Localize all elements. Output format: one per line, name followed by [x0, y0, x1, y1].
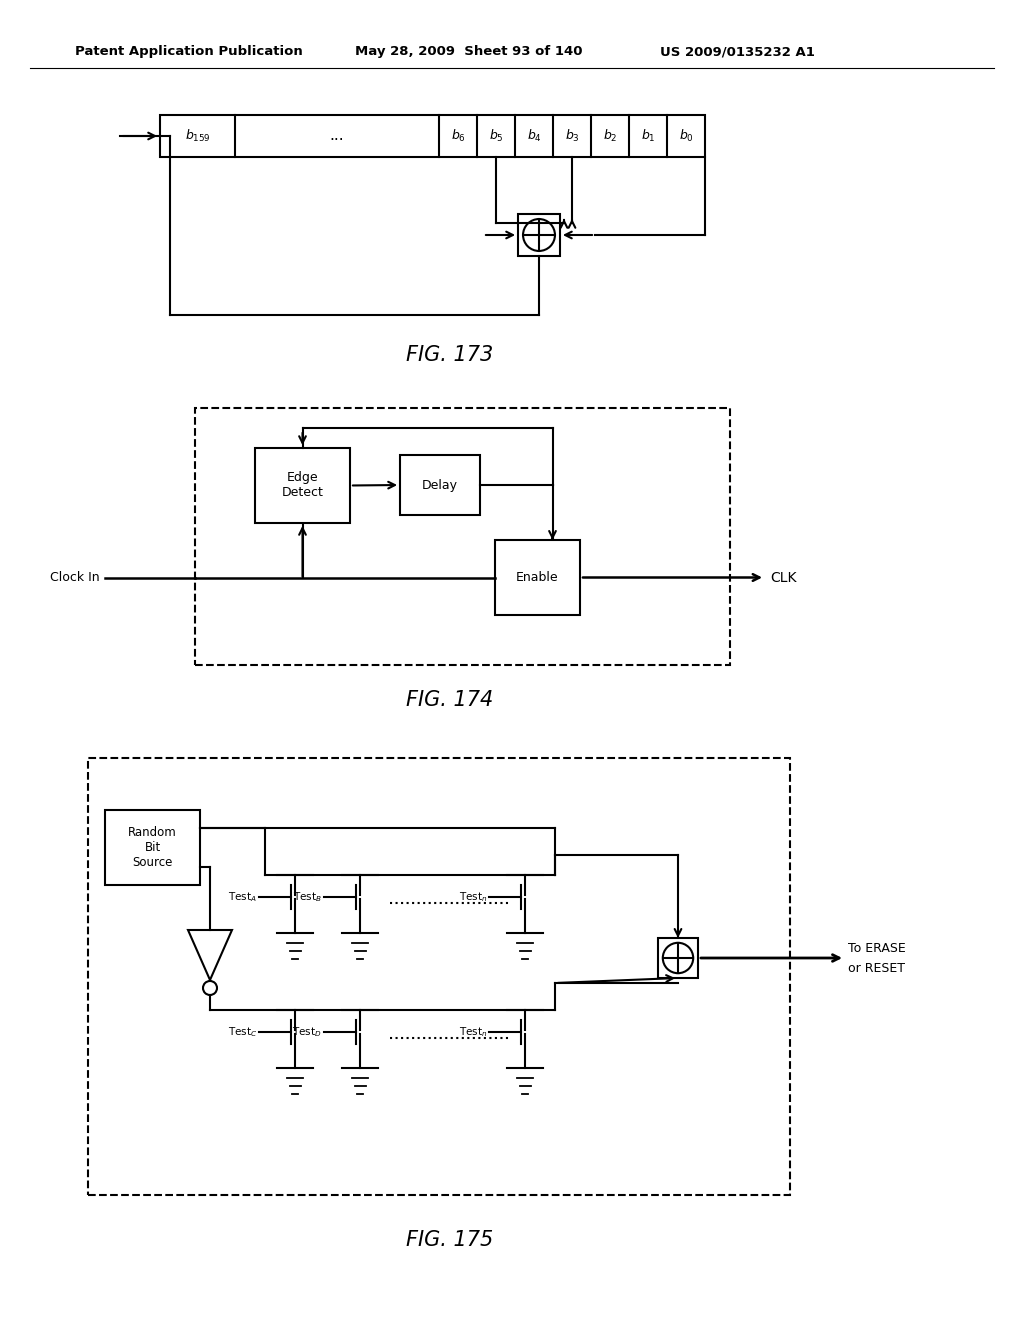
Text: Test$_{D}$: Test$_{D}$: [293, 1026, 322, 1039]
Bar: [88, 758, 790, 1195]
Text: Clock In: Clock In: [50, 572, 100, 583]
Text: $b_3$: $b_3$: [564, 128, 580, 144]
Polygon shape: [188, 931, 232, 979]
Text: Patent Application Publication: Patent Application Publication: [75, 45, 303, 58]
Text: $b_{159}$: $b_{159}$: [184, 128, 210, 144]
Text: FIG. 175: FIG. 175: [407, 1230, 494, 1250]
Text: Test$_{n}$: Test$_{n}$: [459, 1026, 487, 1039]
Bar: [658, 939, 698, 978]
Bar: [400, 455, 480, 515]
Text: $b_5$: $b_5$: [488, 128, 504, 144]
Circle shape: [663, 942, 693, 973]
Text: $b_4$: $b_4$: [526, 128, 542, 144]
Bar: [495, 540, 580, 615]
Text: Delay: Delay: [422, 479, 458, 491]
Circle shape: [523, 219, 555, 251]
Text: $b_0$: $b_0$: [679, 128, 693, 144]
Text: Edge
Detect: Edge Detect: [282, 471, 324, 499]
Text: Test$_{B}$: Test$_{B}$: [293, 890, 322, 904]
Text: Test$_{A}$: Test$_{A}$: [228, 890, 257, 904]
Circle shape: [203, 981, 217, 995]
Bar: [518, 214, 560, 256]
Text: Test$_{n}$: Test$_{n}$: [459, 890, 487, 904]
Text: Random
Bit
Source: Random Bit Source: [128, 826, 177, 869]
Bar: [255, 447, 350, 523]
Text: Test$_{C}$: Test$_{C}$: [227, 1026, 257, 1039]
Text: To ERASE: To ERASE: [848, 941, 906, 954]
Text: US 2009/0135232 A1: US 2009/0135232 A1: [660, 45, 815, 58]
Text: ...: ...: [330, 128, 344, 144]
Text: $b_6$: $b_6$: [451, 128, 466, 144]
Text: FIG. 174: FIG. 174: [407, 690, 494, 710]
Bar: [160, 115, 705, 157]
Text: Enable: Enable: [516, 572, 559, 583]
Bar: [195, 408, 730, 665]
Text: May 28, 2009  Sheet 93 of 140: May 28, 2009 Sheet 93 of 140: [355, 45, 583, 58]
Bar: [105, 810, 200, 884]
Text: FIG. 173: FIG. 173: [407, 345, 494, 366]
Text: $b_2$: $b_2$: [603, 128, 617, 144]
Text: or RESET: or RESET: [848, 961, 905, 974]
Text: CLK: CLK: [770, 570, 797, 585]
Text: $b_1$: $b_1$: [641, 128, 655, 144]
